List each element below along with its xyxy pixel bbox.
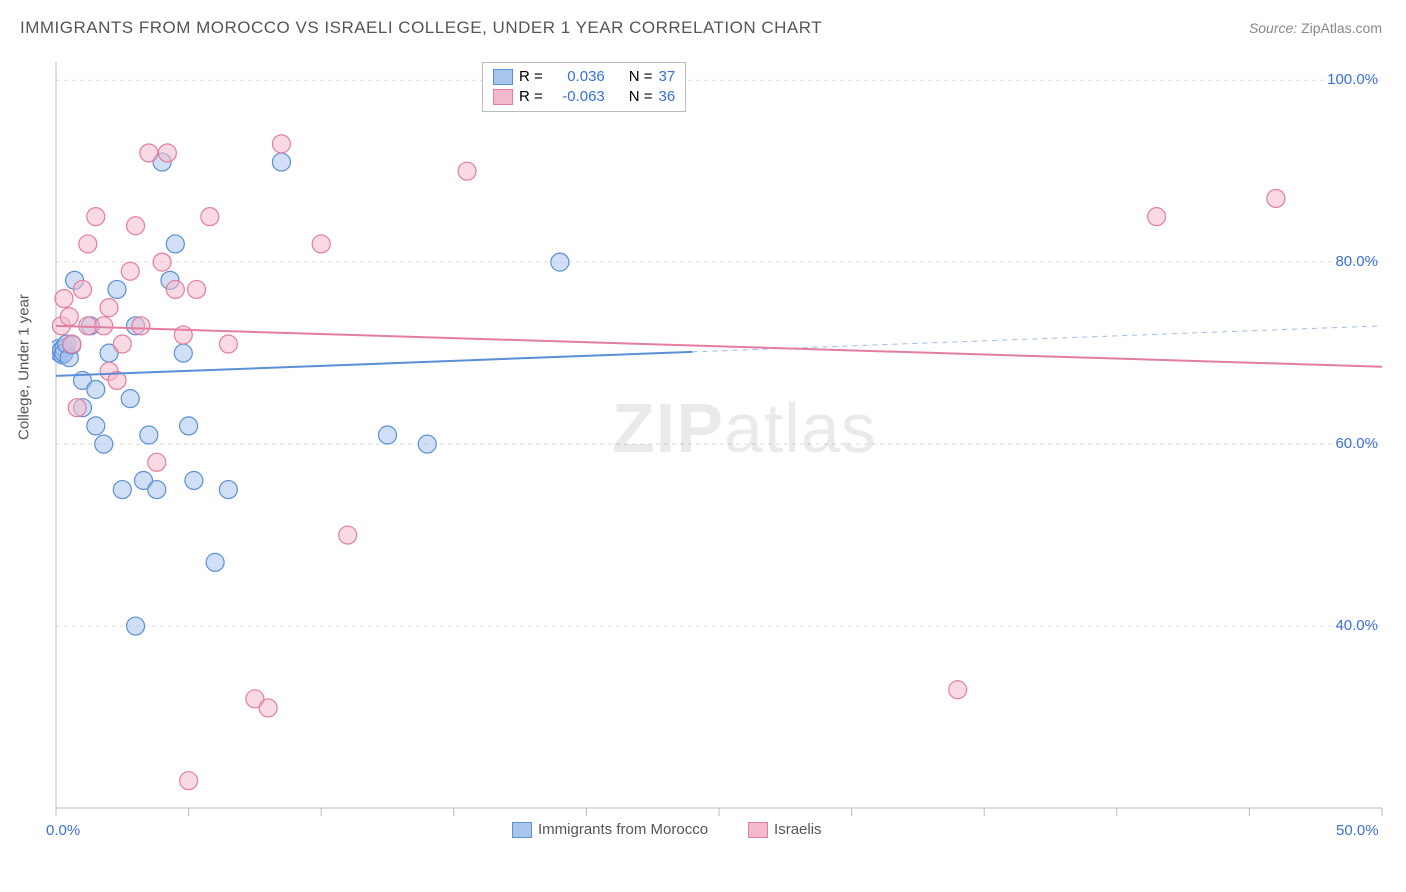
source-label: Source:	[1249, 20, 1297, 36]
scatter-chart	[52, 58, 1386, 838]
ytick-80: 80.0%	[1335, 253, 1378, 270]
legend-item-morocco: Immigrants from Morocco	[512, 820, 708, 840]
series-label-israelis: Israelis	[774, 820, 822, 840]
series-label-morocco: Immigrants from Morocco	[538, 820, 708, 840]
n-value-israelis: 36	[659, 87, 676, 107]
xtick-0: 0.0%	[46, 822, 80, 839]
swatch-israelis-2	[748, 822, 768, 838]
chart-plot-area: ZIPatlas 100.0% 80.0% 60.0% 40.0% 0.0% 5…	[52, 58, 1386, 838]
series-legend: Immigrants from Morocco Israelis	[512, 820, 822, 840]
ytick-100: 100.0%	[1327, 71, 1378, 88]
chart-title: IMMIGRANTS FROM MOROCCO VS ISRAELI COLLE…	[20, 18, 822, 38]
source-attribution: Source: ZipAtlas.com	[1249, 20, 1382, 36]
legend-row-morocco: R = 0.036 N = 37	[493, 67, 675, 87]
r-value-israelis: -0.063	[549, 87, 605, 107]
r-value-morocco: 0.036	[549, 67, 605, 87]
xtick-50: 50.0%	[1336, 822, 1379, 839]
swatch-israelis	[493, 89, 513, 105]
n-label: N =	[629, 67, 653, 87]
legend-item-israelis: Israelis	[748, 820, 822, 840]
swatch-morocco	[493, 69, 513, 85]
swatch-morocco-2	[512, 822, 532, 838]
y-axis-label: College, Under 1 year	[16, 294, 33, 440]
ytick-40: 40.0%	[1335, 617, 1378, 634]
n-value-morocco: 37	[659, 67, 676, 87]
ytick-60: 60.0%	[1335, 435, 1378, 452]
r-label: R =	[519, 67, 543, 87]
correlation-legend: R = 0.036 N = 37 R = -0.063 N = 36	[482, 62, 686, 112]
r-label-2: R =	[519, 87, 543, 107]
source-value: ZipAtlas.com	[1301, 20, 1382, 36]
legend-row-israelis: R = -0.063 N = 36	[493, 87, 675, 107]
n-label-2: N =	[629, 87, 653, 107]
